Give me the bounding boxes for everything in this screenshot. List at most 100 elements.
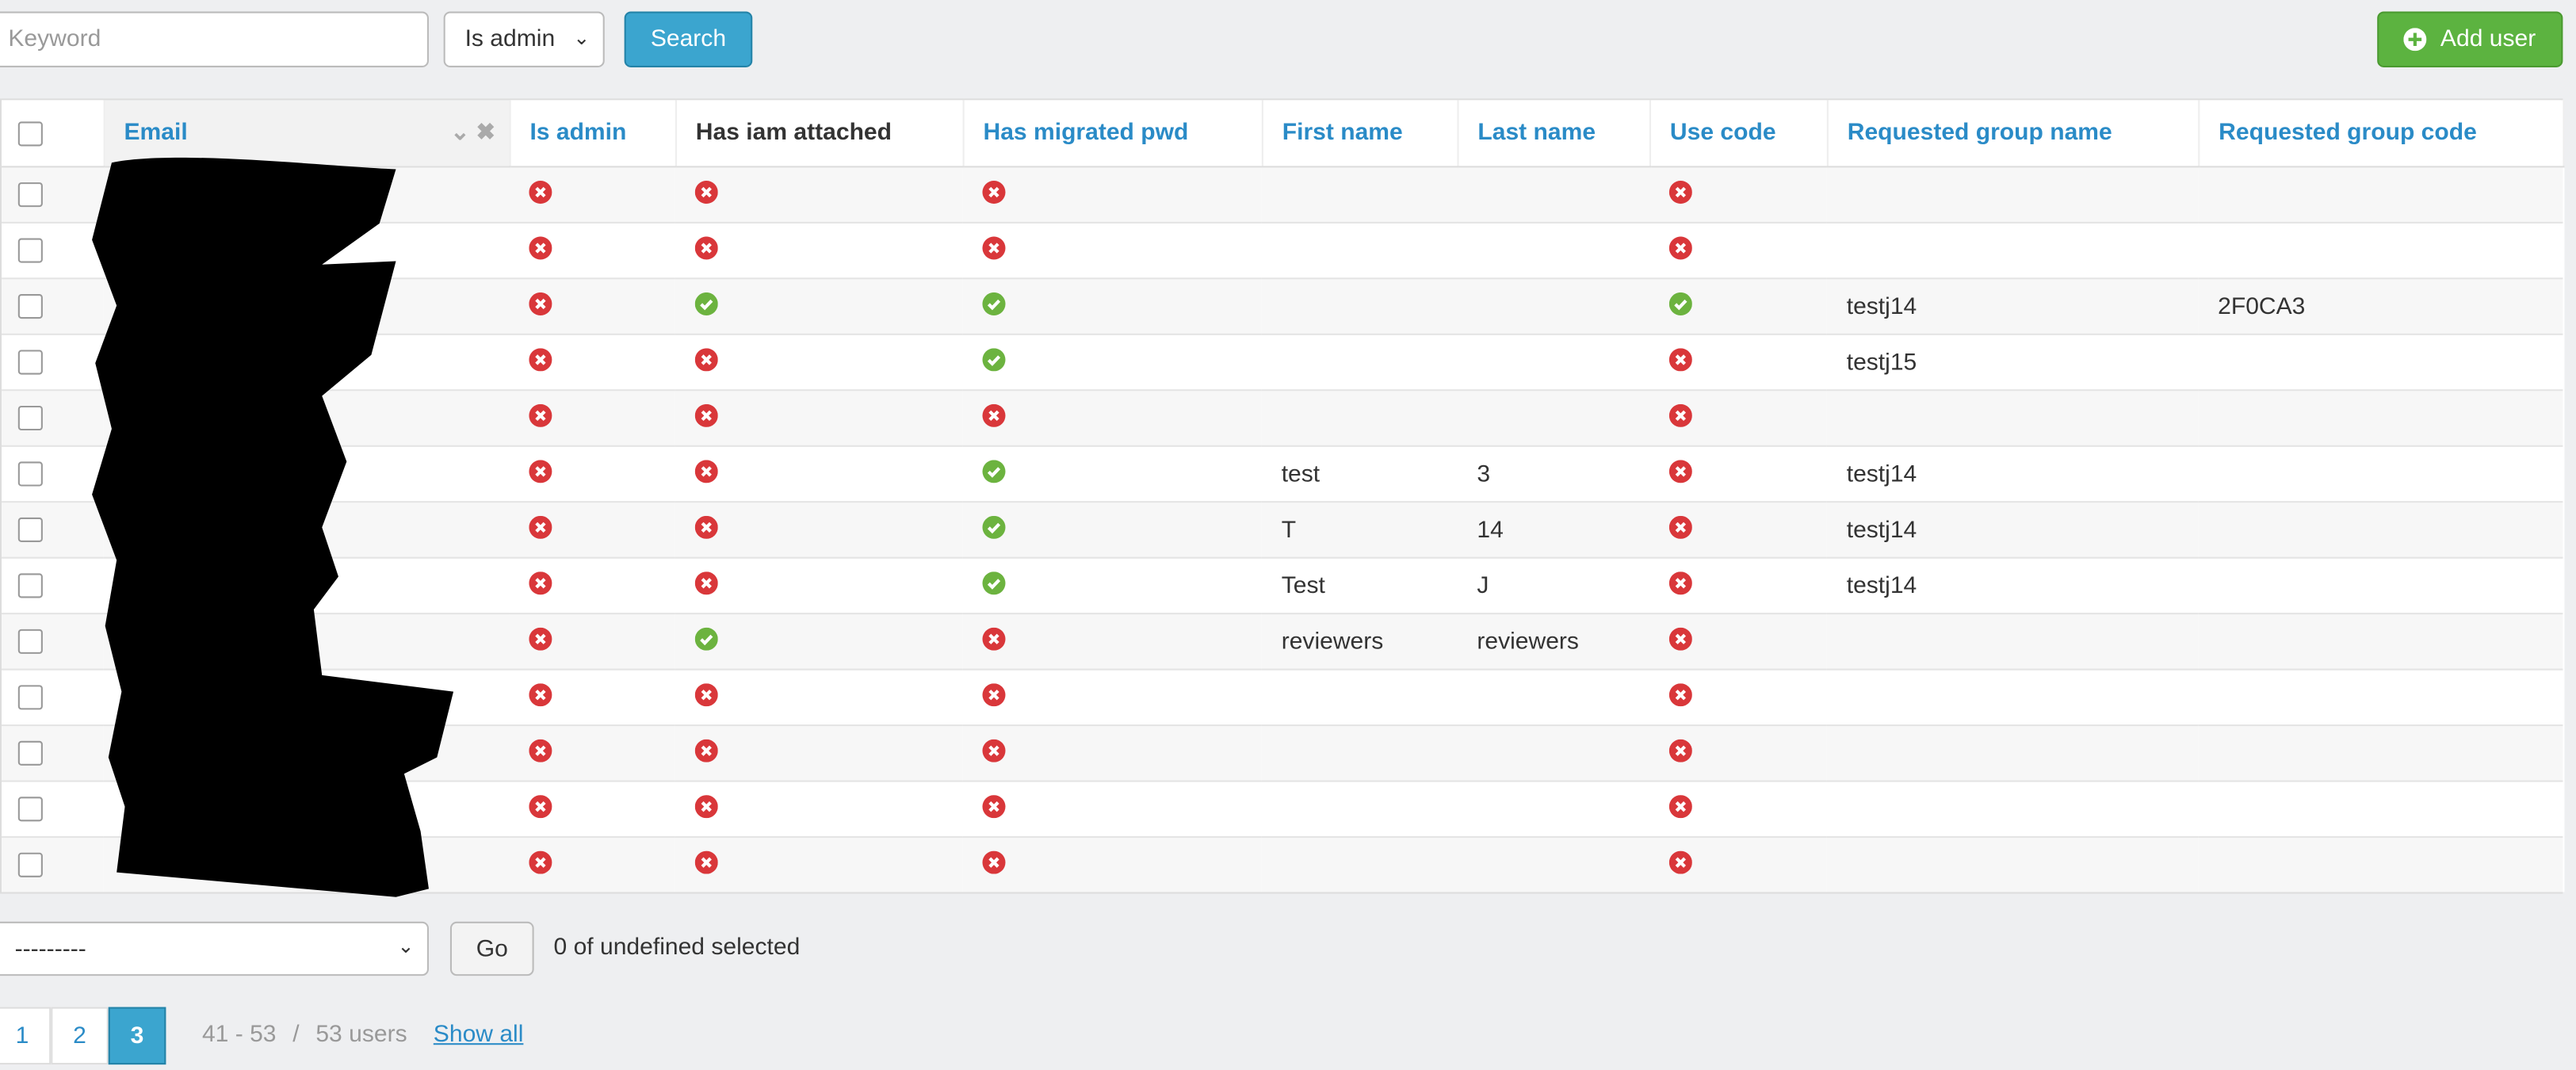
empty-cell (2198, 724, 2563, 781)
row-checkbox[interactable] (17, 573, 43, 598)
empty-cell (1261, 221, 1458, 279)
status-cell (1649, 501, 1827, 558)
row-checkbox[interactable] (17, 405, 43, 431)
column-header: Has migrated pwd (962, 100, 1263, 168)
text-cell: testj14 (1826, 445, 2199, 503)
empty-cell (1457, 166, 1649, 223)
row-checkbox[interactable] (17, 685, 43, 710)
empty-cell (2198, 556, 2563, 614)
status-cell (509, 389, 675, 446)
empty-cell (1261, 277, 1458, 334)
status-icon (694, 738, 718, 762)
empty-cell (1457, 277, 1649, 334)
row-select (2, 221, 104, 279)
empty-cell (1826, 836, 2199, 892)
row-select (2, 556, 104, 614)
status-cell (509, 556, 675, 614)
status-cell (962, 668, 1262, 726)
row-checkbox[interactable] (17, 238, 43, 263)
status-cell (675, 556, 963, 614)
status-cell (962, 613, 1262, 670)
status-cell (509, 333, 675, 391)
go-button[interactable]: Go (449, 921, 534, 976)
status-cell (962, 333, 1262, 391)
status-icon (982, 459, 1006, 483)
row-checkbox[interactable] (17, 517, 43, 542)
row-checkbox[interactable] (17, 350, 43, 375)
status-icon (1668, 626, 1692, 650)
keyword-input[interactable]: Keyword (0, 11, 429, 67)
status-cell (1649, 780, 1827, 838)
status-icon (1668, 459, 1692, 483)
row-select (2, 277, 104, 334)
add-user-button[interactable]: Add user (2377, 11, 2563, 67)
header-row: Email ⌄ ✖ Is admin Has iam attached Has migr… (2, 100, 2564, 168)
status-icon (982, 235, 1006, 259)
empty-cell (1261, 836, 1458, 892)
page-link[interactable]: 2 (51, 1007, 109, 1065)
status-cell (509, 277, 675, 334)
status-icon (982, 626, 1006, 650)
status-icon (529, 794, 552, 818)
status-cell (675, 780, 963, 838)
select-all[interactable] (17, 120, 43, 146)
status-cell (962, 221, 1262, 279)
row-checkbox[interactable] (17, 797, 43, 822)
status-cell (1649, 166, 1827, 223)
status-cell (675, 501, 963, 558)
row-checkbox[interactable] (17, 294, 43, 319)
status-cell (962, 389, 1262, 446)
status-cell (1649, 613, 1827, 670)
status-icon (694, 626, 718, 650)
empty-cell (2198, 333, 2563, 391)
status-cell (1649, 277, 1827, 334)
action-select[interactable]: --------- ⌄ (0, 921, 429, 976)
status-icon (1668, 850, 1692, 873)
status-cell (675, 445, 963, 503)
range: 41 - 53 (201, 1022, 277, 1049)
row-checkbox[interactable] (17, 852, 43, 877)
status-icon (694, 794, 718, 818)
row-checkbox[interactable] (17, 629, 43, 654)
action-label: --------- (14, 936, 86, 963)
row-select (2, 166, 104, 223)
status-icon (694, 179, 718, 203)
status-cell (1649, 668, 1827, 726)
range-info: 41 - 53 / 53 users Show all (202, 1022, 523, 1048)
status-cell (962, 277, 1262, 334)
status-cell (1649, 333, 1827, 391)
text-cell: reviewers (1457, 613, 1649, 670)
status-icon (529, 626, 552, 650)
row-select (2, 668, 104, 726)
row-select (2, 780, 104, 838)
empty-cell (2198, 221, 2563, 279)
column-header: Is admin (509, 100, 676, 168)
status-cell (675, 221, 963, 279)
empty-cell (2198, 501, 2563, 558)
row-checkbox[interactable] (17, 461, 43, 487)
row-select (2, 613, 104, 670)
page-link[interactable]: 3 (108, 1007, 166, 1065)
text-cell: testj14 (1826, 556, 2199, 614)
status-cell (509, 445, 675, 503)
status-cell (962, 724, 1262, 781)
status-icon (694, 347, 718, 371)
separator: / (292, 1022, 300, 1049)
show-all-link[interactable]: Show all (433, 1022, 524, 1049)
row-select (2, 836, 104, 892)
empty-cell (1261, 389, 1458, 446)
search-button[interactable]: Search (624, 11, 753, 67)
admin-filter[interactable]: Is admin ⌄ (443, 11, 605, 67)
status-cell (675, 277, 963, 334)
status-cell (962, 166, 1262, 223)
text-cell: 3 (1457, 445, 1649, 503)
page-link[interactable]: 1 (0, 1007, 52, 1065)
status-cell (1649, 724, 1827, 781)
status-cell (675, 166, 963, 223)
row-checkbox[interactable] (17, 182, 43, 208)
row-checkbox[interactable] (17, 740, 43, 766)
empty-cell (1261, 668, 1458, 726)
status-icon (529, 347, 552, 371)
row-select (2, 724, 104, 781)
selection-count: 0 of undefined selected (553, 934, 801, 961)
